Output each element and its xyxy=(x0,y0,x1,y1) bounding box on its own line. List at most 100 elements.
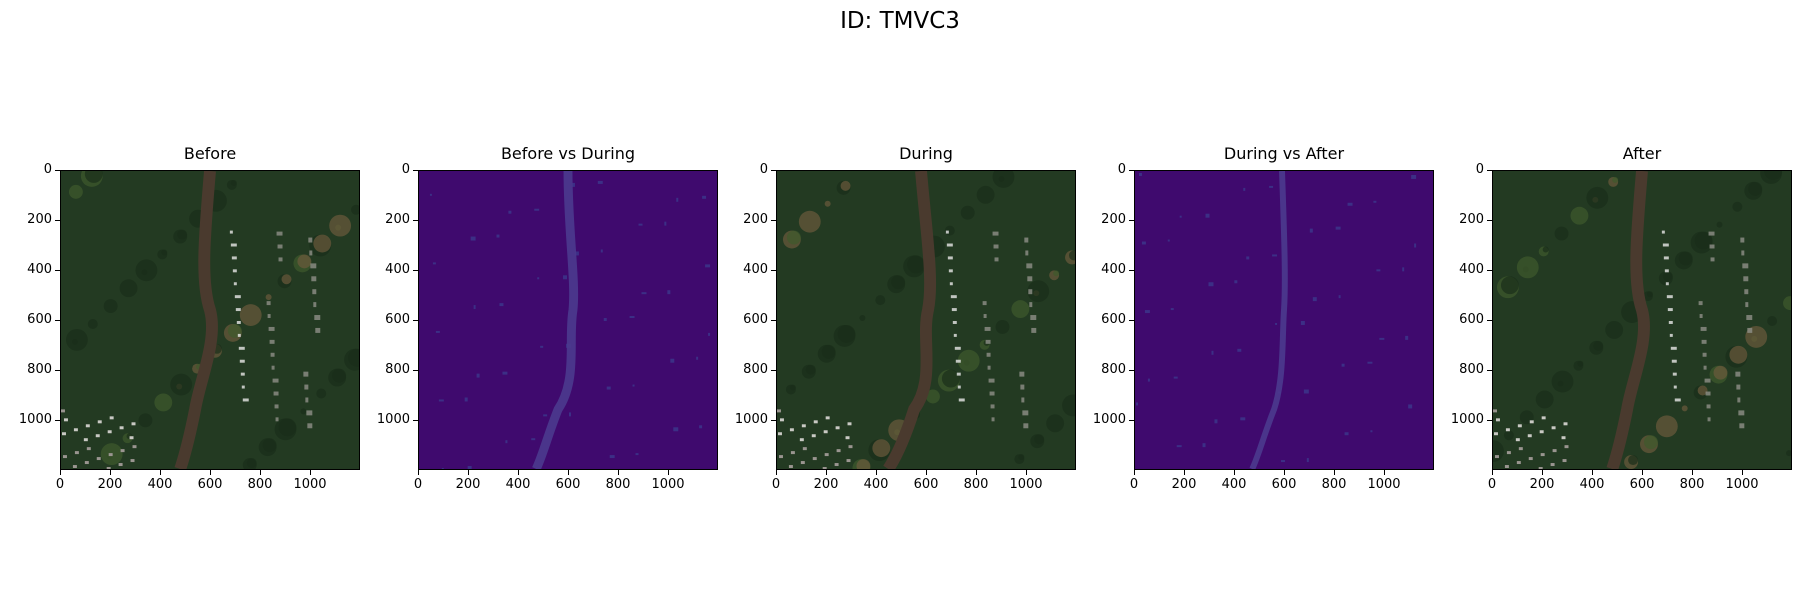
x-tick-label: 600 xyxy=(1629,477,1655,492)
x-tick-label: 400 xyxy=(1221,477,1247,492)
x-tick xyxy=(109,470,111,475)
x-tick xyxy=(567,470,569,475)
y-tick-label: 1000 xyxy=(734,412,768,427)
x-tick xyxy=(417,470,419,475)
y-tick-label: 0 xyxy=(759,162,768,177)
y-tick xyxy=(771,369,776,371)
y-tick-label: 400 xyxy=(27,262,52,277)
satellite-image xyxy=(60,170,360,470)
x-tick-label: 0 xyxy=(413,477,423,492)
panel-before-vs-during: Before vs During 0 200 400 600 800 1000 0 200 40… xyxy=(377,144,718,492)
y-tick xyxy=(413,419,418,421)
x-tick xyxy=(975,470,977,475)
x-tick xyxy=(159,470,161,475)
x-tick xyxy=(517,470,519,475)
x-tick-label: 800 xyxy=(605,477,631,492)
x-tick xyxy=(1183,470,1185,475)
y-tick-label: 1000 xyxy=(376,412,410,427)
satellite-image xyxy=(1492,170,1792,470)
x-tick xyxy=(1233,470,1235,475)
y-tick xyxy=(55,219,60,221)
y-tick-label: 0 xyxy=(43,162,52,177)
y-tick xyxy=(1487,319,1492,321)
x-tick xyxy=(1133,470,1135,475)
y-tick-label: 400 xyxy=(743,262,768,277)
x-tick xyxy=(1541,470,1543,475)
x-tick-label: 800 xyxy=(963,477,989,492)
x-tick xyxy=(1691,470,1693,475)
y-tick xyxy=(55,319,60,321)
y-tick xyxy=(413,369,418,371)
y-tick xyxy=(1129,419,1134,421)
y-tick xyxy=(771,169,776,171)
y-tick xyxy=(1487,219,1492,221)
y-tick-label: 200 xyxy=(1459,212,1484,227)
y-tick-label: 800 xyxy=(27,362,52,377)
x-tick-label: 0 xyxy=(1129,477,1139,492)
x-tick xyxy=(1641,470,1643,475)
x-tick-label: 400 xyxy=(505,477,531,492)
y-tick-label: 0 xyxy=(1117,162,1126,177)
satellite-image xyxy=(776,170,1076,470)
y-tick xyxy=(1129,369,1134,371)
panel-title: During vs After xyxy=(1223,144,1345,163)
x-tick xyxy=(209,470,211,475)
y-tick xyxy=(1487,169,1492,171)
y-tick-label: 600 xyxy=(743,312,768,327)
y-tick xyxy=(55,369,60,371)
y-tick-label: 400 xyxy=(1101,262,1126,277)
x-tick xyxy=(1333,470,1335,475)
y-tick xyxy=(1487,419,1492,421)
x-tick xyxy=(925,470,927,475)
y-tick-label: 200 xyxy=(1101,212,1126,227)
y-tick-label: 0 xyxy=(1475,162,1484,177)
x-tick xyxy=(467,470,469,475)
x-tick xyxy=(59,470,61,475)
x-tick-label: 0 xyxy=(1487,477,1497,492)
x-tick-label: 200 xyxy=(813,477,839,492)
y-tick-label: 1000 xyxy=(18,412,52,427)
x-tick-label: 200 xyxy=(455,477,481,492)
y-tick-label: 400 xyxy=(1459,262,1484,277)
y-tick-label: 600 xyxy=(1101,312,1126,327)
x-tick xyxy=(775,470,777,475)
y-tick xyxy=(413,219,418,221)
x-tick xyxy=(1741,470,1743,475)
x-tick-label: 600 xyxy=(197,477,223,492)
x-tick xyxy=(1383,470,1385,475)
panel-title: Before vs During xyxy=(500,144,636,163)
panel-before: Before 0 200 400 600 800 1000 0 200 400 600 800 100… xyxy=(19,144,360,492)
x-tick-label: 600 xyxy=(1271,477,1297,492)
x-tick xyxy=(617,470,619,475)
x-tick-label: 600 xyxy=(555,477,581,492)
figure-title: ID: TMVC3 xyxy=(840,8,960,34)
difference-map xyxy=(418,170,718,470)
panel-during: During 0 200 400 600 800 1000 0 200 400 600 800 100… xyxy=(735,144,1076,492)
panel-title: After xyxy=(1622,144,1662,163)
y-tick xyxy=(413,169,418,171)
panel-during-vs-after: During vs After 0 200 400 600 800 1000 0 200 400… xyxy=(1093,144,1434,492)
x-tick-label: 800 xyxy=(1321,477,1347,492)
y-tick-label: 1000 xyxy=(1450,412,1484,427)
x-tick xyxy=(1591,470,1593,475)
y-tick xyxy=(771,319,776,321)
y-tick-label: 600 xyxy=(27,312,52,327)
x-tick xyxy=(1491,470,1493,475)
y-tick xyxy=(771,419,776,421)
difference-map xyxy=(1134,170,1434,470)
x-tick xyxy=(1025,470,1027,475)
y-tick xyxy=(1129,169,1134,171)
panel-title: Before xyxy=(183,144,237,163)
panel-title: During xyxy=(899,144,953,163)
y-tick xyxy=(771,219,776,221)
x-tick xyxy=(825,470,827,475)
x-tick-label: 400 xyxy=(147,477,173,492)
y-tick-label: 600 xyxy=(1459,312,1484,327)
y-tick-label: 200 xyxy=(743,212,768,227)
y-tick-label: 400 xyxy=(385,262,410,277)
x-tick-label: 200 xyxy=(1171,477,1197,492)
y-tick xyxy=(1129,219,1134,221)
y-tick-label: 0 xyxy=(401,162,410,177)
x-tick xyxy=(875,470,877,475)
panel-after: After 0 200 400 600 800 1000 0 200 400 600 800 1000 xyxy=(1451,144,1792,492)
